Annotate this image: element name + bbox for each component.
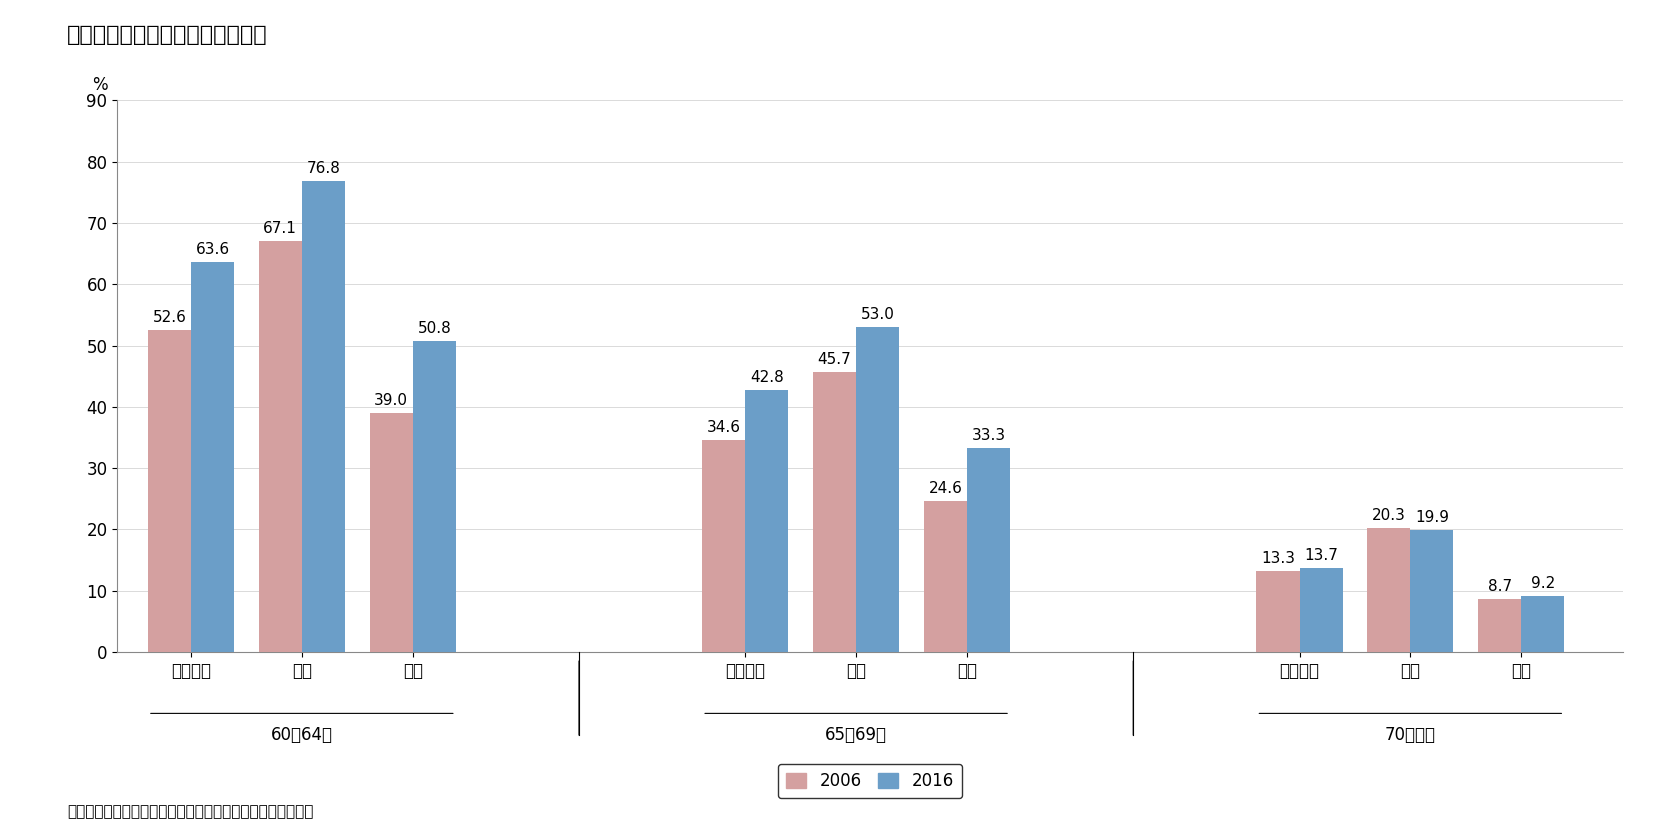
Bar — [1521, 596, 1564, 652]
Bar — [1410, 530, 1454, 652]
Bar — [1367, 528, 1410, 652]
Bar — [1477, 599, 1521, 652]
Bar — [259, 241, 301, 652]
Text: 53.0: 53.0 — [860, 308, 895, 322]
Text: 45.7: 45.7 — [818, 352, 852, 367]
Bar — [413, 340, 455, 652]
Text: 63.6: 63.6 — [196, 242, 229, 257]
Text: 9.2: 9.2 — [1531, 576, 1554, 591]
Text: 34.6: 34.6 — [706, 420, 741, 435]
Text: 76.8: 76.8 — [306, 161, 340, 176]
Text: 42.8: 42.8 — [750, 370, 783, 385]
Bar — [301, 181, 345, 652]
Text: 8.7: 8.7 — [1487, 579, 1512, 594]
Bar — [703, 440, 744, 652]
Text: 50.8: 50.8 — [417, 321, 452, 336]
Bar — [1300, 568, 1343, 652]
Bar — [813, 372, 857, 652]
Text: 65〜69歳: 65〜69歳 — [825, 726, 887, 744]
Text: %: % — [92, 76, 109, 94]
Text: 67.1: 67.1 — [263, 221, 298, 236]
Text: 70歳以上: 70歳以上 — [1385, 726, 1435, 744]
Text: 52.6: 52.6 — [152, 309, 186, 324]
Text: 資料）総務省統計局「労働力調査年報」を用いて筆者作成。: 資料）総務省統計局「労働力調査年報」を用いて筆者作成。 — [67, 804, 313, 819]
Bar — [191, 263, 234, 652]
Bar — [744, 390, 788, 652]
Bar — [967, 448, 1010, 652]
Text: 図表２　高年齢者の就業率の推移: 図表２ 高年齢者の就業率の推移 — [67, 25, 268, 45]
Text: 39.0: 39.0 — [375, 393, 408, 408]
Bar — [1256, 570, 1300, 652]
Text: 19.9: 19.9 — [1415, 510, 1449, 525]
Text: 24.6: 24.6 — [929, 482, 962, 497]
Text: 20.3: 20.3 — [1372, 507, 1405, 522]
Text: 13.7: 13.7 — [1305, 548, 1338, 563]
Bar — [857, 327, 898, 652]
Bar — [147, 329, 191, 652]
Bar — [370, 413, 413, 652]
Text: 33.3: 33.3 — [972, 428, 1005, 443]
Bar — [923, 502, 967, 652]
Text: 13.3: 13.3 — [1261, 551, 1295, 566]
Legend: 2006, 2016: 2006, 2016 — [778, 763, 962, 798]
Text: 60〜64歳: 60〜64歳 — [271, 726, 333, 744]
